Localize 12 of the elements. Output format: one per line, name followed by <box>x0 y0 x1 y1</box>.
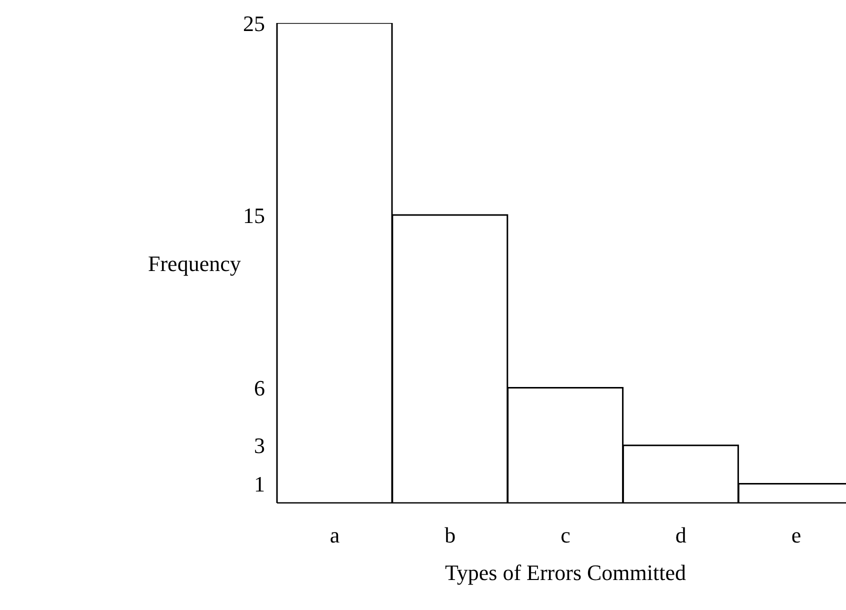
x-tick-label: d <box>675 522 686 548</box>
x-tick-label: a <box>330 522 340 548</box>
x-tick-label: b <box>444 522 456 548</box>
y-tick-label: 25 <box>243 10 265 36</box>
x-axis-title: Types of Errors Committed <box>444 560 686 585</box>
y-tick-label: 1 <box>254 472 265 497</box>
x-tick-label: c <box>560 522 571 548</box>
y-tick-label: 6 <box>254 376 265 401</box>
x-tick-label: e <box>791 522 802 548</box>
y-axis-title: Frequency <box>148 250 241 276</box>
y-tick-label: 3 <box>254 433 265 458</box>
y-tick-label: 15 <box>243 202 265 228</box>
